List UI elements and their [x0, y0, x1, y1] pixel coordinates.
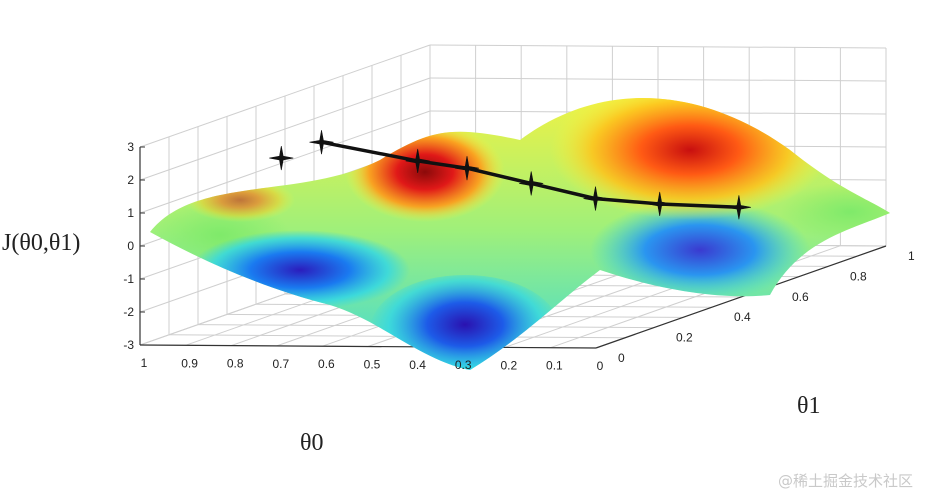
z-tick-label: 2: [127, 173, 134, 187]
x-tick-label: 0.8: [227, 357, 244, 371]
descent-step-marker: [405, 148, 430, 173]
y-tick-label: 0: [618, 351, 625, 365]
cost-surface: [150, 97, 890, 370]
z-tick-labels: 3 2 1 0 -1 -2 -3: [123, 140, 145, 352]
surface-valley-left: [190, 230, 410, 310]
x-tick-label: 0: [597, 359, 604, 373]
z-tick-label: 1: [127, 206, 134, 220]
z-tick-label: -3: [123, 338, 134, 352]
y-axis-line: [595, 245, 887, 349]
y-tick-label: 1: [908, 249, 915, 263]
x-tick-label: 0.2: [500, 358, 517, 372]
y-tick-label: 0.2: [676, 331, 693, 345]
x-tick-label: 0.6: [318, 357, 335, 371]
x-tick-label: 1: [141, 356, 148, 370]
descent-step-marker: [726, 195, 751, 220]
surface-bump-left: [185, 178, 295, 222]
surface-valley-right: [590, 200, 810, 300]
descent-step-marker: [583, 186, 608, 211]
z-tick-label: 0: [127, 239, 134, 253]
descent-step-marker: [309, 130, 334, 155]
y-tick-label: 0.8: [850, 269, 867, 283]
x-axis-title: θ0: [300, 430, 324, 456]
x-tick-label: 0.7: [272, 357, 289, 371]
gradient-descent-path: [269, 130, 751, 220]
y-axis-title: θ1: [797, 393, 821, 419]
descent-step-marker: [519, 171, 544, 196]
x-tick-label: 0.3: [455, 358, 472, 372]
z-tick-label: 3: [127, 140, 134, 154]
y-tick-labels: 0 0.2 0.4 0.6 0.8 1: [618, 249, 915, 365]
descent-step-marker: [454, 156, 480, 181]
descent-step-marker: [647, 191, 672, 216]
descent-start-marker: [269, 146, 294, 171]
x-tick-label: 0.5: [364, 358, 381, 372]
z-tick-label: -1: [123, 272, 134, 286]
z-axis-title: J(θ0,θ1): [2, 230, 80, 256]
x-tick-label: 0.4: [409, 358, 426, 372]
y-tick-label: 0.6: [792, 290, 809, 304]
x-tick-label: 0.9: [181, 356, 198, 370]
watermark: @稀土掘金技术社区: [777, 472, 913, 490]
z-tick-label: -2: [123, 305, 134, 319]
x-tick-label: 0.1: [546, 359, 563, 373]
x-axis-line: [139, 344, 597, 349]
x-tick-labels: 1 0.9 0.8 0.7 0.6 0.5 0.4 0.3 0.2 0.1 0: [141, 356, 604, 373]
y-tick-label: 0.4: [734, 310, 751, 324]
